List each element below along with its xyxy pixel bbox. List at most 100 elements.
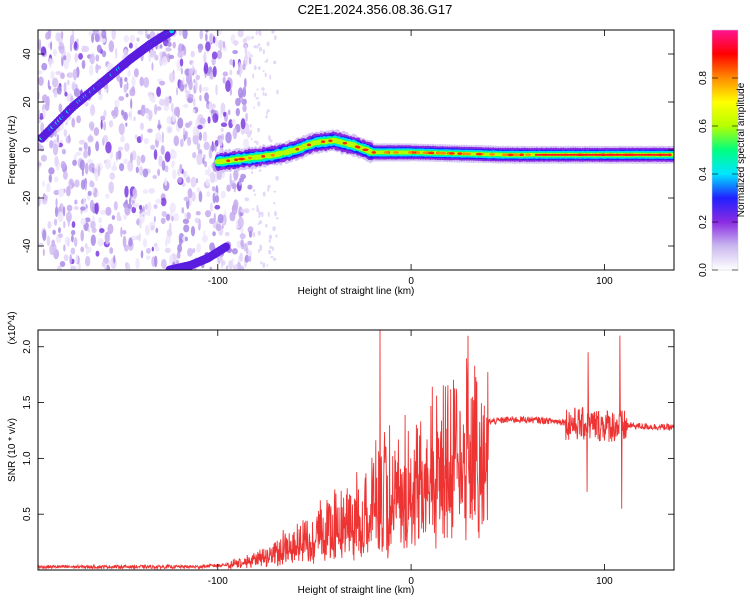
noise-speck [239,252,243,262]
noise-speck [215,195,220,203]
trace-peak [556,153,561,156]
noise-speck [75,254,79,264]
noise-speck [158,137,163,143]
noise-speck [253,65,257,70]
noise-speck [210,109,216,114]
noise-speck [154,255,158,268]
trace-peak [655,153,660,156]
noise-speck [190,176,197,188]
noise-speck [78,139,86,145]
noise-speck [48,174,52,183]
y-tick-label: 0.5 [22,507,33,521]
noise-speck [233,168,239,181]
x-tick-label: -100 [208,276,228,287]
noise-speck [111,110,115,117]
noise-speck [38,109,41,120]
noise-speck [141,210,148,216]
noise-speck [54,206,59,218]
noise-speck [58,187,65,198]
noise-speck [142,189,149,194]
noise-speck [243,77,247,88]
noise-speck [107,223,114,235]
trace-peak [320,140,326,144]
noise-speck [125,262,131,270]
trace-peak [652,153,657,156]
noise-speck [80,246,85,253]
y-tick-label: 1.0 [22,451,33,465]
noise-speck [145,114,149,119]
noise-speck [81,59,86,69]
noise-speck [204,92,210,102]
trace-peak [514,153,520,157]
noise-speck [177,243,183,253]
noise-speck [164,247,171,253]
noise-speck [95,250,100,257]
noise-speck [208,148,213,159]
noise-speck [75,151,82,157]
noise-speck [257,30,262,35]
noise-speck [271,30,275,34]
noise-speck [60,160,66,170]
trace-peak [392,151,399,154]
noise-speck [157,44,161,50]
noise-speck [69,253,72,265]
noise-speck [89,181,95,188]
noise-speck [223,111,227,117]
trace-peak [295,147,300,151]
trace-peak [270,153,275,157]
noise-speck [269,139,273,143]
noise-speck [69,34,75,45]
noise-speck [261,87,265,91]
noise-speck [42,229,47,242]
noise-speck [269,245,273,249]
noise-speck [64,91,68,97]
noise-speck [192,109,196,114]
noise-speck [255,97,260,100]
noise-speck [103,134,109,144]
noise-speck [39,113,44,120]
noise-speck [214,192,218,197]
noise-speck [252,231,256,238]
trace-peak [639,153,644,156]
noise-speck [219,138,223,147]
y-tick-label: 1.5 [22,395,33,409]
noise-speck [109,150,114,160]
noise-speck [225,80,231,92]
trace-peak [247,156,252,160]
noise-speck [153,215,156,223]
noise-speck [159,44,163,49]
trace-peak [342,141,348,145]
noise-speck [259,46,262,52]
noise-speck [83,150,89,159]
noise-speck [53,218,58,226]
y-tick-label: 2.0 [22,339,33,353]
noise-speck [237,30,244,38]
noise-speck [216,30,222,36]
trace-peak [383,151,390,154]
noise-speck [58,41,65,54]
noise-speck [275,175,279,181]
noise-speck [256,88,259,91]
noise-speck [225,131,232,144]
noise-speck [166,115,172,125]
noise-speck [248,57,252,65]
noise-speck [242,104,247,113]
noise-speck [266,41,270,47]
noise-speck [127,160,134,172]
noise-speck [215,223,222,232]
noise-speck [231,248,238,255]
y-tick-label: -40 [22,238,33,253]
noise-speck [173,106,180,117]
noise-speck [227,109,231,116]
trace-peak [534,153,539,156]
noise-speck [147,128,153,133]
noise-speck [123,214,127,221]
noise-speck [123,158,128,165]
noise-speck [157,168,161,176]
noise-speck [160,197,167,207]
noise-speck [136,155,141,167]
noise-speck [203,160,208,168]
noise-speck [151,246,154,252]
noise-speck [243,243,248,252]
noise-speck [89,64,94,76]
